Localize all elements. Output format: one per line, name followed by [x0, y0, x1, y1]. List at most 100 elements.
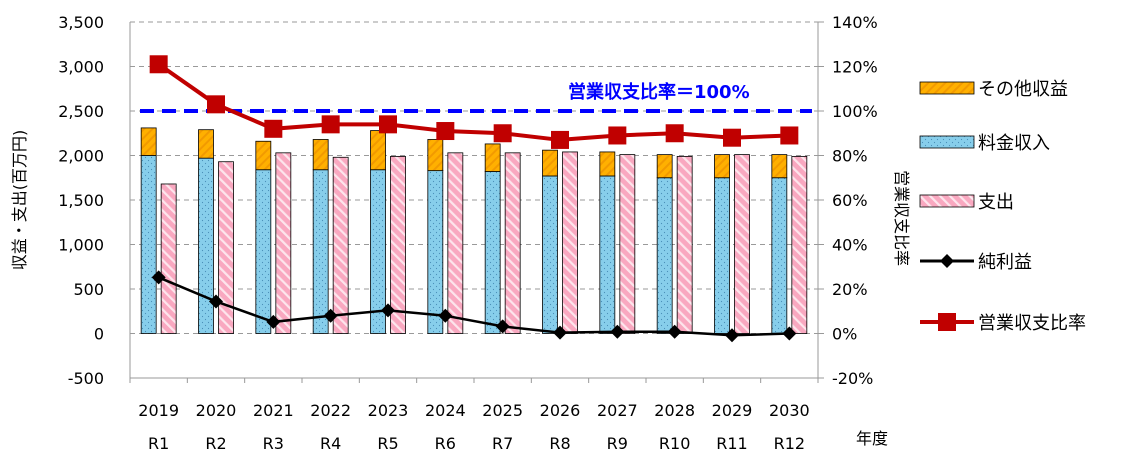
- point-純利益: [266, 314, 281, 329]
- bar-その他収益: [312, 139, 329, 171]
- y-tick-label: 500: [73, 280, 104, 299]
- y2-tick-label: 120%: [832, 58, 878, 77]
- point-営業収支比率: [149, 55, 168, 74]
- point-純利益: [610, 324, 625, 339]
- reference-line-label: 営業収支比率＝100%: [568, 81, 750, 103]
- y-tick-label: 1,500: [58, 191, 104, 210]
- bar-その他収益: [140, 127, 157, 156]
- y2-tick-label: 140%: [832, 13, 878, 32]
- point-営業収支比率: [608, 126, 627, 145]
- legend-label: 料金収入: [978, 133, 1050, 154]
- y2-tick-label: -20%: [832, 369, 873, 388]
- bar-支出: [160, 183, 177, 334]
- y-tick-label: 0: [94, 325, 104, 344]
- y2-tick-label: 0%: [832, 325, 857, 344]
- legend-marker-純利益: [940, 254, 954, 268]
- x-axis-title: 年度: [856, 429, 888, 448]
- legend-label: 純利益: [978, 252, 1032, 273]
- bar-その他収益: [771, 154, 788, 179]
- bar-支出: [562, 151, 578, 334]
- bar-支出: [504, 152, 521, 334]
- bar-料金収入: [312, 169, 329, 334]
- y2-tick-label: 60%: [832, 191, 868, 210]
- bar-料金収入: [599, 175, 616, 334]
- x-tick-label: 2022: [310, 401, 351, 420]
- y-tick-label: 3,000: [58, 58, 104, 77]
- y2-tick-label: 40%: [832, 236, 868, 255]
- bar-料金収入: [771, 177, 788, 334]
- y-tick-label: -500: [68, 369, 104, 388]
- point-営業収支比率: [379, 115, 397, 134]
- line-純利益: [158, 276, 790, 337]
- bar-支出: [390, 155, 406, 334]
- axes: [129, 22, 819, 378]
- x-tick-label: 2023: [368, 401, 409, 420]
- point-純利益: [381, 303, 395, 318]
- bar-料金収入: [198, 157, 214, 334]
- point-営業収支比率: [321, 115, 340, 134]
- point-純利益: [553, 325, 567, 340]
- point-純利益: [323, 308, 338, 323]
- legend-swatch-その他収益: [919, 81, 975, 95]
- point-純利益: [782, 326, 797, 341]
- bar-その他収益: [255, 140, 272, 171]
- bar-料金収入: [656, 177, 673, 334]
- bar-料金収入: [255, 169, 272, 334]
- point-営業収支比率: [780, 126, 799, 145]
- bar-料金収入: [140, 155, 157, 334]
- bar-その他収益: [484, 143, 501, 172]
- bar-支出: [275, 152, 292, 334]
- legend-label: その他収益: [978, 79, 1068, 100]
- x-tick-sublabel: R5: [377, 434, 398, 453]
- bars: [140, 127, 808, 334]
- legend-swatch-料金収入: [919, 135, 975, 149]
- bar-料金収入: [484, 171, 501, 334]
- point-純利益: [151, 270, 166, 285]
- bar-支出: [218, 161, 234, 334]
- x-tick-label: 2025: [482, 401, 523, 420]
- x-tick-sublabel: R8: [549, 434, 570, 453]
- point-営業収支比率: [493, 124, 512, 143]
- point-営業収支比率: [436, 122, 455, 141]
- point-純利益: [209, 294, 223, 309]
- y2-axis-title: 営業収支比率: [892, 170, 911, 266]
- x-tick-label: 2026: [540, 401, 581, 420]
- bar-支出: [676, 155, 693, 334]
- legend-marker-営業収支比率: [938, 313, 956, 331]
- y-tick-label: 2,000: [58, 147, 104, 166]
- point-純利益: [495, 319, 510, 334]
- legend-label: 営業収支比率: [978, 313, 1086, 334]
- x-tick-sublabel: R3: [263, 434, 284, 453]
- line-営業収支比率: [157, 62, 790, 142]
- y2-tick-label: 20%: [832, 280, 868, 299]
- bar-その他収益: [599, 151, 616, 177]
- x-tick-label: 2019: [138, 401, 179, 420]
- x-tick-sublabel: R4: [320, 434, 341, 453]
- tick-labels: -500 0 500 1,000 1,500 2,000 2,500 3,000 3,500 -2…: [58, 13, 878, 453]
- point-純利益: [438, 308, 453, 323]
- x-tick-label: 2027: [597, 401, 638, 420]
- point-純利益: [667, 324, 682, 339]
- y2-tick-label: 100%: [832, 102, 878, 121]
- x-tick-sublabel: R7: [492, 434, 513, 453]
- bar-支出: [447, 152, 464, 334]
- legend-label: 支出: [978, 192, 1014, 213]
- bar-支出: [619, 154, 636, 334]
- x-tick-label: 2028: [654, 401, 695, 420]
- bar-その他収益: [427, 139, 444, 172]
- x-tick-sublabel: R6: [435, 434, 456, 453]
- bar-支出: [791, 155, 808, 334]
- x-tick-label: 2029: [712, 401, 753, 420]
- x-tick-label: 2021: [253, 401, 294, 420]
- point-営業収支比率: [207, 95, 225, 114]
- point-営業収支比率: [665, 124, 684, 143]
- x-tick-sublabel: R11: [716, 434, 747, 453]
- bar-料金収入: [427, 170, 444, 334]
- bar-その他収益: [198, 129, 214, 159]
- x-tick-sublabel: R12: [774, 434, 805, 453]
- x-tick-sublabel: R9: [607, 434, 628, 453]
- point-営業収支比率: [264, 119, 283, 138]
- lines: [140, 55, 812, 343]
- bar-その他収益: [714, 154, 730, 179]
